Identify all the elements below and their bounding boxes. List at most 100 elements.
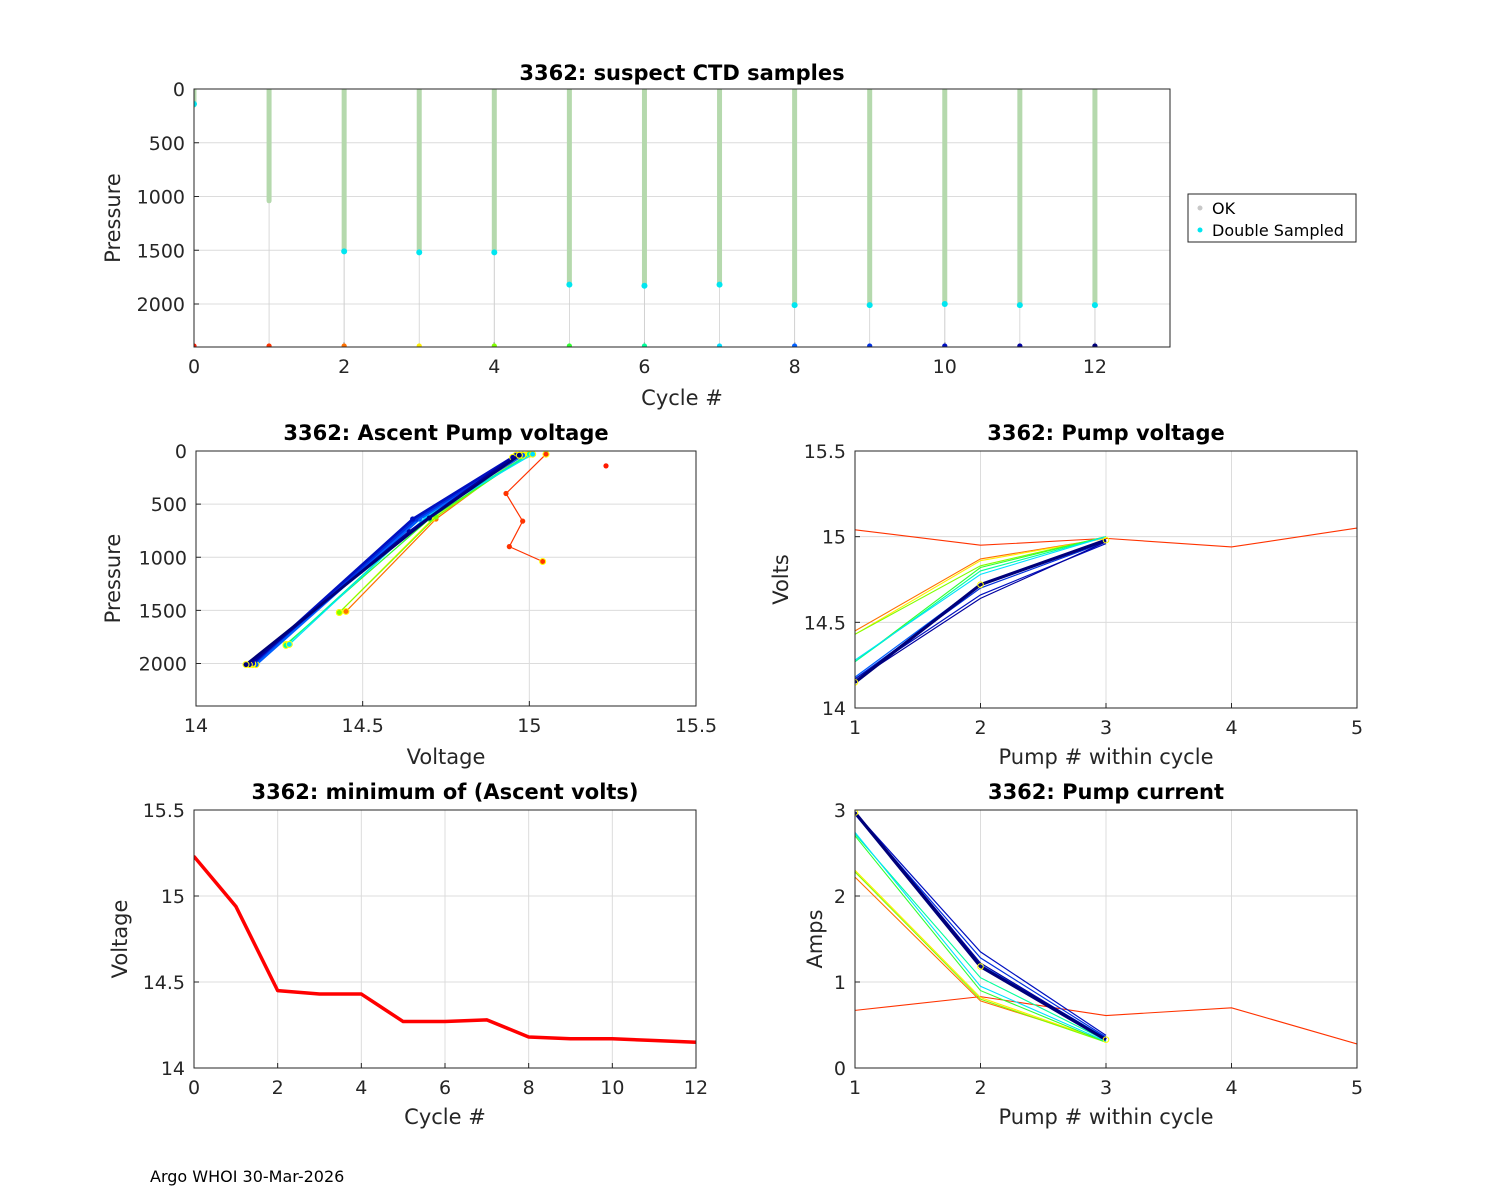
double-sampled-point xyxy=(941,301,948,307)
ascent-point xyxy=(503,490,509,497)
double-sampled-point xyxy=(791,302,798,309)
minv-marks xyxy=(194,854,696,1044)
legend-ok-marker xyxy=(1197,205,1203,211)
pumpv-series-line xyxy=(855,536,1107,661)
y-axis-label: Amps xyxy=(803,909,827,968)
legend-double-marker xyxy=(1197,227,1203,233)
double-sampled-point xyxy=(1091,302,1098,309)
pumpv-series-line xyxy=(855,536,1107,663)
min-voltage-point xyxy=(318,992,321,996)
cycle-marker xyxy=(416,343,422,347)
pumpv-point-marker xyxy=(1102,536,1110,544)
ascent-point xyxy=(243,661,249,668)
x-axis-label: Pump # within cycle xyxy=(999,1105,1214,1129)
min-voltage-point xyxy=(610,1037,614,1041)
ascent-point xyxy=(540,558,546,565)
ascent-point xyxy=(286,641,292,647)
ascent-endpoint-marker xyxy=(539,558,547,565)
x-tick-label: 14.5 xyxy=(342,715,384,737)
legend-double-label: Double Sampled xyxy=(1212,221,1344,240)
cycle-marker xyxy=(792,343,798,347)
ascent-point xyxy=(343,608,349,615)
y-tick-label: 0 xyxy=(175,441,187,463)
pumpv-series-line xyxy=(855,537,1107,632)
min-voltage-point xyxy=(401,1020,405,1024)
y-axis-label: Pressure xyxy=(101,173,125,263)
x-tick-label: 2 xyxy=(974,1077,986,1099)
x-tick-label: 5 xyxy=(1351,1077,1363,1099)
x-tick-label: 4 xyxy=(355,1077,367,1099)
x-axis-label: Cycle # xyxy=(404,1105,486,1129)
pumpi-marks xyxy=(855,810,1357,1045)
y-tick-label: 15.5 xyxy=(143,800,185,822)
ascent-point xyxy=(603,463,609,469)
y-tick-label: 14 xyxy=(161,1058,185,1080)
x-tick-label: 2 xyxy=(272,1077,284,1099)
pumpv-series-line xyxy=(855,536,1107,635)
cycle-marker xyxy=(1017,343,1023,347)
x-tick-label: 15.5 xyxy=(675,715,717,737)
pumpv-series-line xyxy=(855,538,1107,684)
ascent-endpoint-marker xyxy=(335,609,343,616)
double-sampled-point xyxy=(416,249,423,256)
cycle-marker xyxy=(641,343,648,347)
x-axis-label: Cycle # xyxy=(641,386,723,410)
y-tick-label: 500 xyxy=(149,133,185,155)
x-axis-label: Pump # within cycle xyxy=(999,745,1214,769)
pumpv-series-line xyxy=(855,541,1107,682)
min-voltage-point xyxy=(234,904,238,908)
x-tick-label: 3 xyxy=(1100,717,1112,739)
cycle-marker xyxy=(566,343,572,347)
pumpv-series-line xyxy=(855,537,1107,635)
y-axis-label: Volts xyxy=(769,554,793,605)
ascent-endpoint-marker xyxy=(515,451,523,459)
x-tick-label: 3 xyxy=(1100,1077,1112,1099)
ascent-point xyxy=(336,609,342,616)
chart-pumpv: 1 2 3 4 5 14 14.5 15 15.5 3362: Pump voltage Pump … xyxy=(769,421,1363,769)
cycle-marker xyxy=(491,343,497,347)
x-tick-label: 8 xyxy=(789,356,801,378)
y-tick-label: 1500 xyxy=(137,240,185,262)
ascent-endpoint-marker xyxy=(242,661,250,669)
pumpi-series-line xyxy=(855,835,1107,1043)
min-voltage-point xyxy=(276,989,280,993)
ascent-endpoint-marker xyxy=(285,640,293,648)
double-sampled-point xyxy=(716,281,723,288)
x-tick-label: 15 xyxy=(517,715,541,737)
y-tick-label: 15 xyxy=(822,527,846,549)
x-tick-label: 4 xyxy=(488,356,500,378)
min-voltage-point xyxy=(569,1037,572,1041)
min-voltage-point xyxy=(443,1020,447,1024)
x-tick-label: 2 xyxy=(974,717,986,739)
y-tick-label: 3 xyxy=(834,800,846,822)
y-tick-label: 0 xyxy=(834,1058,846,1080)
pumpi-point-marker xyxy=(1102,1036,1110,1043)
plot-area xyxy=(194,89,1170,347)
min-voltage-point xyxy=(485,1018,489,1022)
ascent-point xyxy=(543,451,549,457)
pumpi-series-line xyxy=(855,832,1107,1042)
pumpi-series-line xyxy=(855,812,1107,1036)
cycle-marker xyxy=(942,343,948,347)
chart-title: 3362: suspect CTD samples xyxy=(519,61,844,85)
legend-ok-label: OK xyxy=(1212,199,1236,218)
pumpv-point-marker xyxy=(977,581,984,588)
cycle-marker xyxy=(1092,343,1098,347)
double-sampled-point xyxy=(866,302,873,309)
x-tick-label: 1 xyxy=(849,1077,861,1099)
double-sampled-point xyxy=(194,101,197,108)
cycle-marker xyxy=(266,343,272,347)
x-tick-label: 8 xyxy=(523,1077,535,1099)
y-axis-label: Voltage xyxy=(108,900,132,979)
y-tick-label: 1000 xyxy=(137,187,185,209)
x-tick-label: 10 xyxy=(600,1077,624,1099)
y-axis-label: Pressure xyxy=(101,534,125,624)
chart-ctd: 0 2 4 6 8 10 12 0 500 1000 1500 2000 3362: suspect C… xyxy=(101,61,1357,410)
pumpi-point-marker xyxy=(977,963,984,970)
double-sampled-point xyxy=(341,248,348,255)
x-tick-label: 6 xyxy=(439,1077,451,1099)
chart-title: 3362: minimum of (Ascent volts) xyxy=(251,780,638,804)
ascent-marks xyxy=(242,451,609,669)
ascent-endpoint-marker xyxy=(342,607,350,615)
y-tick-label: 1000 xyxy=(139,547,187,569)
